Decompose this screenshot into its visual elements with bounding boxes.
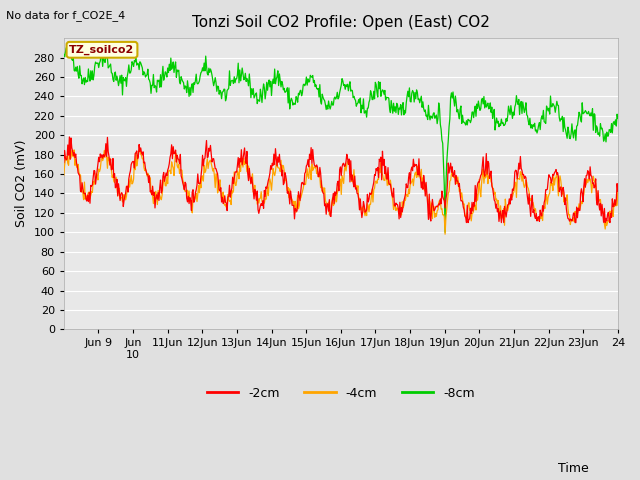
Text: No data for f_CO2E_4: No data for f_CO2E_4 xyxy=(6,10,125,21)
Title: Tonzi Soil CO2 Profile: Open (East) CO2: Tonzi Soil CO2 Profile: Open (East) CO2 xyxy=(192,15,490,30)
Y-axis label: Soil CO2 (mV): Soil CO2 (mV) xyxy=(15,140,28,228)
Legend: -2cm, -4cm, -8cm: -2cm, -4cm, -8cm xyxy=(202,382,480,405)
Text: Time: Time xyxy=(558,462,589,475)
Text: TZ_soilco2: TZ_soilco2 xyxy=(69,45,134,55)
